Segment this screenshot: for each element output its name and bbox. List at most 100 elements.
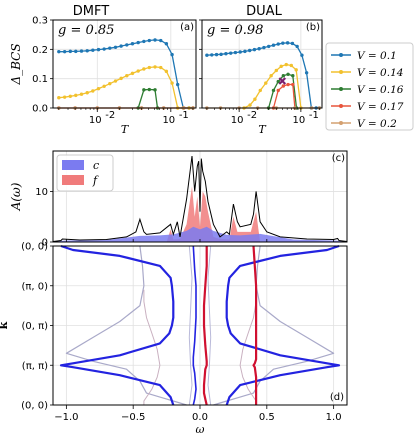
y-tick-label: 10 — [35, 187, 48, 198]
data-point — [289, 63, 294, 68]
data-point — [57, 49, 61, 54]
band-line-7 — [143, 289, 161, 405]
data-point — [271, 43, 276, 47]
x-tick-label: 0.5 — [259, 412, 275, 423]
x-tick-exponent: -2 — [105, 110, 115, 121]
legend-marker — [339, 87, 343, 91]
data-point — [253, 97, 257, 101]
data-point — [68, 49, 73, 54]
legend-label: f — [92, 174, 99, 187]
panel-label: (a) — [180, 22, 194, 33]
panel-a-title: DMFT — [73, 4, 109, 19]
data-point — [74, 49, 78, 54]
special-marker — [278, 77, 287, 85]
data-point — [153, 38, 157, 42]
x-tick-label: 1.0 — [326, 412, 342, 423]
legend-marker — [339, 104, 343, 108]
legend-label: V = 0.17 — [357, 101, 404, 113]
data-point — [258, 88, 262, 93]
legend: V = 0.1 V = 0.14 V = 0.16 V = 0.17 V = 0.2 — [325, 42, 414, 131]
plot-dual: 10 -2 10 -1Tg = 0.98 (b) — [199, 19, 323, 136]
data-point — [79, 92, 84, 96]
data-point — [68, 94, 73, 98]
data-point — [291, 74, 295, 78]
area-c — [53, 226, 347, 242]
x-tick-label: 10 — [231, 115, 244, 126]
data-point — [276, 42, 280, 46]
data-point — [136, 69, 140, 73]
band-line-2 — [202, 246, 208, 406]
data-point — [295, 44, 299, 49]
data-point — [257, 47, 261, 51]
data-point — [79, 49, 84, 53]
x-tick-label: 10 — [293, 115, 306, 126]
y-tick-label: 0.2 — [32, 45, 48, 56]
legend-swatch — [62, 175, 84, 185]
data-point — [113, 45, 118, 49]
y-tick-label: (0, 0) — [21, 401, 48, 412]
data-point — [164, 42, 169, 46]
data-point — [214, 52, 219, 57]
data-point — [153, 65, 157, 69]
data-point — [96, 47, 101, 52]
data-point — [170, 52, 174, 57]
band-line-1 — [225, 244, 341, 406]
data-point — [210, 53, 214, 57]
data-point — [285, 41, 290, 45]
legend-box — [325, 42, 414, 131]
legend-marker — [339, 53, 343, 57]
data-point — [153, 88, 157, 92]
band-line-5 — [65, 245, 187, 406]
data-point — [281, 41, 285, 45]
data-point — [125, 43, 129, 47]
data-point — [96, 86, 101, 91]
data-point — [269, 74, 273, 78]
data-point — [279, 64, 283, 69]
legend-label: V = 0.16 — [357, 84, 404, 96]
y-tick-label: (0, 0) — [21, 242, 48, 253]
series-line-0 — [58, 39, 193, 109]
data-point — [142, 88, 146, 92]
data-point — [74, 93, 78, 98]
data-point — [175, 82, 180, 87]
data-point — [247, 48, 252, 53]
data-point — [102, 47, 106, 51]
x-tick-exponent: -1 — [309, 110, 319, 121]
panel-label: (d) — [330, 392, 344, 403]
data-point — [142, 39, 146, 44]
band-line-9 — [188, 245, 193, 406]
legend-label: V = 0.1 — [357, 50, 397, 62]
total-spectral-line — [52, 156, 348, 242]
x-tick-exponent: -1 — [179, 110, 189, 121]
x-tick-label: 10 — [89, 115, 102, 126]
data-point — [304, 71, 309, 75]
data-point — [284, 62, 288, 67]
data-point — [271, 88, 276, 93]
data-point — [233, 50, 238, 55]
data-point — [276, 88, 280, 93]
data-point — [170, 81, 174, 85]
data-point — [219, 52, 223, 57]
panel-label: (c) — [332, 153, 345, 164]
data-point — [286, 72, 290, 76]
data-point — [125, 74, 129, 78]
data-point — [264, 81, 268, 85]
x-tick-label: 10 — [162, 115, 175, 126]
plot-band-structure: −1.0 −0.5 0.0 0.5 1.0 (0, 0) (π, 0) (0, π) (π, π… — [0, 242, 348, 436]
x-tick-exponent: -2 — [247, 110, 257, 121]
x-axis-label: ω — [196, 423, 205, 436]
data-point — [119, 44, 123, 48]
plot-spectral-function: 0 10 A(ω) (c) cf — [9, 150, 348, 249]
data-point — [243, 49, 247, 54]
y-tick-label: (π, 0) — [21, 281, 48, 292]
data-point — [142, 67, 146, 71]
data-point — [291, 82, 295, 87]
series-line-1 — [58, 66, 193, 109]
data-point — [57, 96, 61, 100]
data-point — [159, 65, 163, 70]
data-point — [130, 71, 135, 76]
y-tick-label: (0, π) — [21, 321, 48, 332]
annotation-g: g = 0.85 — [58, 23, 114, 38]
